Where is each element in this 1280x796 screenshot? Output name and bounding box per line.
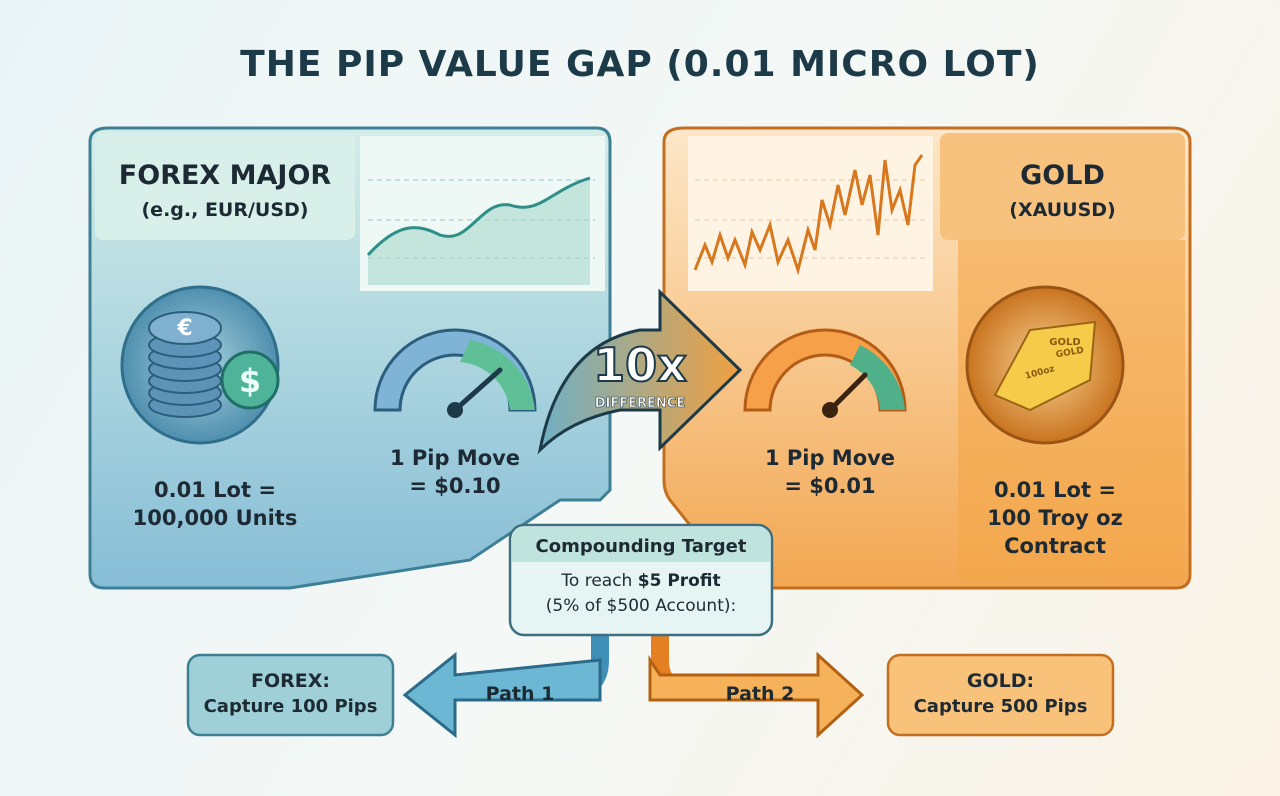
forex-result-box [186, 653, 395, 737]
forex-heading: FOREX MAJOR [118, 160, 332, 191]
gold-pip-value: = $0.01 [784, 474, 876, 498]
gold-pip-label: 1 Pip Move [764, 446, 896, 470]
forex-pip-value: = $0.10 [409, 474, 501, 498]
gold-chart-box [688, 136, 933, 291]
path1-arrow [402, 651, 602, 739]
forex-result-title: FOREX: [251, 670, 330, 692]
gold-bar-engraving: GOLD [1049, 337, 1080, 348]
target-line2: (5% of $500 Account): [545, 596, 737, 616]
forex-result-action: Capture 100 Pips [203, 696, 378, 717]
dollar-coin-icon [220, 350, 280, 410]
svg-text:€: € [176, 316, 192, 341]
difference-arrow [537, 288, 743, 455]
euro-coin-stack-icon [148, 311, 222, 418]
difference-value: 10x [592, 337, 688, 393]
gold-heading: GOLD [1020, 160, 1105, 191]
forex-header-box [95, 133, 355, 240]
gold-header-box [940, 133, 1185, 240]
forex-lot-label: 0.01 Lot = [154, 478, 276, 502]
forex-pip-label: 1 Pip Move [389, 446, 521, 470]
forex-lot-units: 100,000 Units [132, 506, 298, 530]
target-line1: To reach $5 Profit [510, 571, 772, 591]
target-line1-text: To reach [561, 571, 638, 591]
gold-lot-contract: 100 Troy oz [987, 506, 1123, 530]
path2-label: Path 2 [725, 683, 795, 705]
target-profit: $5 Profit [637, 571, 721, 591]
gold-result-box [886, 653, 1115, 737]
gold-chart-line [693, 154, 924, 276]
svg-text:$: $ [239, 362, 261, 400]
target-heading: Compounding Target [535, 536, 747, 557]
gold-result-title: GOLD: [966, 670, 1035, 692]
gold-bar-icon [993, 320, 1097, 412]
forex-subheading: (e.g., EUR/USD) [141, 199, 309, 221]
page-title: THE PIP VALUE GAP (0.01 MICRO LOT) [240, 44, 1040, 85]
path1-label: Path 1 [485, 683, 555, 705]
gold-lot-label: 0.01 Lot = [994, 478, 1116, 502]
gold-result-action: Capture 500 Pips [913, 696, 1088, 717]
forex-chart-line [368, 178, 590, 285]
path2-arrow [648, 651, 865, 739]
difference-label: DIFFERENCE [594, 396, 686, 412]
gold-lot-contract-2: Contract [1004, 534, 1106, 558]
gold-subheading: (XAUUSD) [1009, 199, 1116, 221]
